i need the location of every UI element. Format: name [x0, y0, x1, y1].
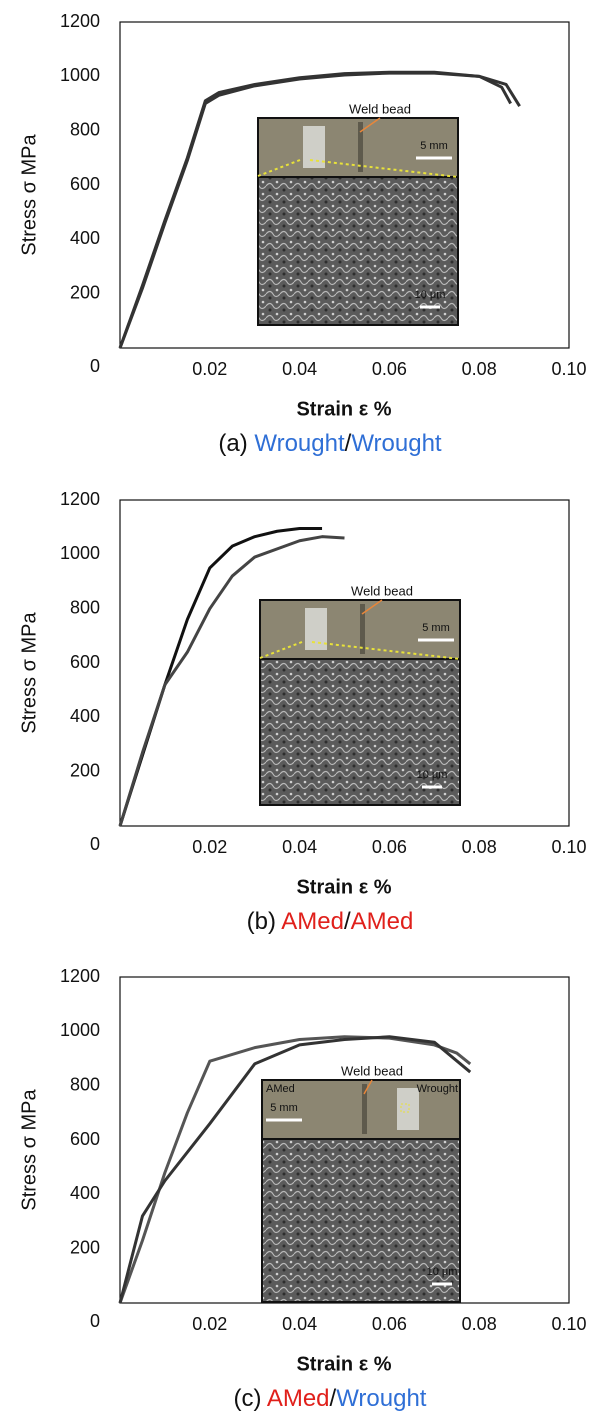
- data-line: [118, 535, 345, 827]
- x-tick-label: 0.04: [282, 1314, 317, 1334]
- inset-annotation: Wrought: [417, 1083, 458, 1095]
- caption-part: (c): [234, 1385, 267, 1412]
- y-tick-label: 400: [70, 228, 100, 248]
- y-tick-label: 600: [70, 174, 100, 194]
- data-line: [118, 1035, 472, 1304]
- y-axis-label: Stress σ MPa: [18, 611, 40, 733]
- x-tick-label: 0.10: [551, 837, 586, 857]
- y-tick-label: 400: [70, 1183, 100, 1203]
- x-tick-label: 0.02: [192, 837, 227, 857]
- caption-part: (b): [247, 908, 282, 935]
- caption-part: Wrought: [254, 430, 345, 457]
- x-axis-label: Strain ε %: [296, 1353, 391, 1375]
- inset-annotation: 5 mm: [270, 1102, 298, 1114]
- caption-part: (a): [218, 430, 254, 457]
- x-axis-label: Strain ε %: [296, 398, 391, 420]
- x-tick-label: 0.10: [551, 359, 586, 379]
- y-tick-label: 600: [70, 1129, 100, 1149]
- caption-part: /: [344, 908, 351, 935]
- weld-pointer: [361, 599, 383, 615]
- inset-photo: [262, 1080, 460, 1138]
- caption-part: Wrought: [351, 430, 442, 457]
- inset-annotation: 10 μm: [427, 1266, 458, 1278]
- x-tick-label: 0.06: [372, 1314, 407, 1334]
- y-tick-label: 0: [90, 834, 100, 854]
- y-tick-label: 200: [70, 760, 100, 780]
- y-tick-label: 600: [70, 652, 100, 672]
- weld-line: [358, 122, 363, 172]
- plot-frame: [119, 21, 570, 349]
- zoom-guide: [259, 641, 461, 660]
- y-axis-label: Stress σ MPa: [18, 133, 40, 255]
- inset-annotation: 5 mm: [422, 622, 450, 634]
- zoom-guide: [257, 159, 459, 178]
- inset-sem: [260, 660, 460, 805]
- zoom-box: [400, 1103, 410, 1113]
- x-tick-label: 0.06: [372, 359, 407, 379]
- caption: (c) AMed/Wrought: [234, 1385, 427, 1412]
- specimen-gap: [303, 126, 325, 168]
- specimen-gap: [305, 608, 327, 650]
- x-tick-label: 0.10: [551, 1314, 586, 1334]
- weld-pointer: [363, 1079, 373, 1095]
- caption: (b) AMed/AMed: [247, 908, 414, 935]
- y-tick-label: 400: [70, 706, 100, 726]
- inset-annotation: 5 mm: [420, 140, 448, 152]
- x-tick-label: 0.06: [372, 837, 407, 857]
- y-tick-label: 800: [70, 119, 100, 139]
- inset-annotation: 10 μm: [417, 769, 448, 781]
- caption: (a) Wrought/Wrought: [218, 430, 442, 457]
- caption-part: AMed: [281, 908, 344, 935]
- x-tick-label: 0.04: [282, 837, 317, 857]
- inset-annotation: AMed: [266, 1083, 295, 1095]
- inset-annotation: Weld bead: [351, 583, 413, 598]
- plot-frame: [119, 499, 570, 827]
- y-tick-label: 800: [70, 597, 100, 617]
- inset-annotation: Weld bead: [349, 101, 411, 116]
- y-tick-label: 1000: [60, 1020, 100, 1040]
- x-tick-label: 0.02: [192, 1314, 227, 1334]
- y-tick-label: 0: [90, 1311, 100, 1331]
- x-tick-label: 0.08: [462, 837, 497, 857]
- y-axis-label: Stress σ MPa: [18, 1088, 40, 1210]
- caption-part: AMed: [351, 908, 414, 935]
- weld-line: [362, 1084, 367, 1134]
- x-tick-label: 0.02: [192, 359, 227, 379]
- x-tick-label: 0.08: [462, 1314, 497, 1334]
- y-tick-label: 1200: [60, 489, 100, 509]
- specimen-gap: [397, 1088, 419, 1130]
- y-tick-label: 200: [70, 282, 100, 302]
- caption-part: /: [345, 430, 352, 457]
- weld-line: [360, 604, 365, 654]
- x-tick-label: 0.04: [282, 359, 317, 379]
- y-tick-label: 1200: [60, 966, 100, 986]
- y-tick-label: 200: [70, 1237, 100, 1257]
- y-tick-label: 1200: [60, 11, 100, 31]
- y-tick-label: 1000: [60, 65, 100, 85]
- caption-part: AMed: [267, 1385, 330, 1412]
- data-line: [118, 71, 521, 349]
- inset-sem: [262, 1140, 460, 1302]
- x-tick-label: 0.08: [462, 359, 497, 379]
- inset-annotation: Weld bead: [341, 1063, 403, 1078]
- inset-sem: [258, 178, 458, 325]
- inset-annotation: 10 μm: [415, 289, 446, 301]
- inset-frame: [259, 599, 461, 806]
- caption-part: /: [330, 1385, 337, 1412]
- y-tick-label: 800: [70, 1074, 100, 1094]
- x-axis-label: Strain ε %: [296, 876, 391, 898]
- inset-frame: [261, 1079, 461, 1303]
- weld-pointer: [359, 117, 381, 133]
- y-tick-label: 0: [90, 356, 100, 376]
- y-tick-label: 1000: [60, 543, 100, 563]
- caption-part: Wrought: [336, 1385, 427, 1412]
- inset-frame: [257, 117, 459, 326]
